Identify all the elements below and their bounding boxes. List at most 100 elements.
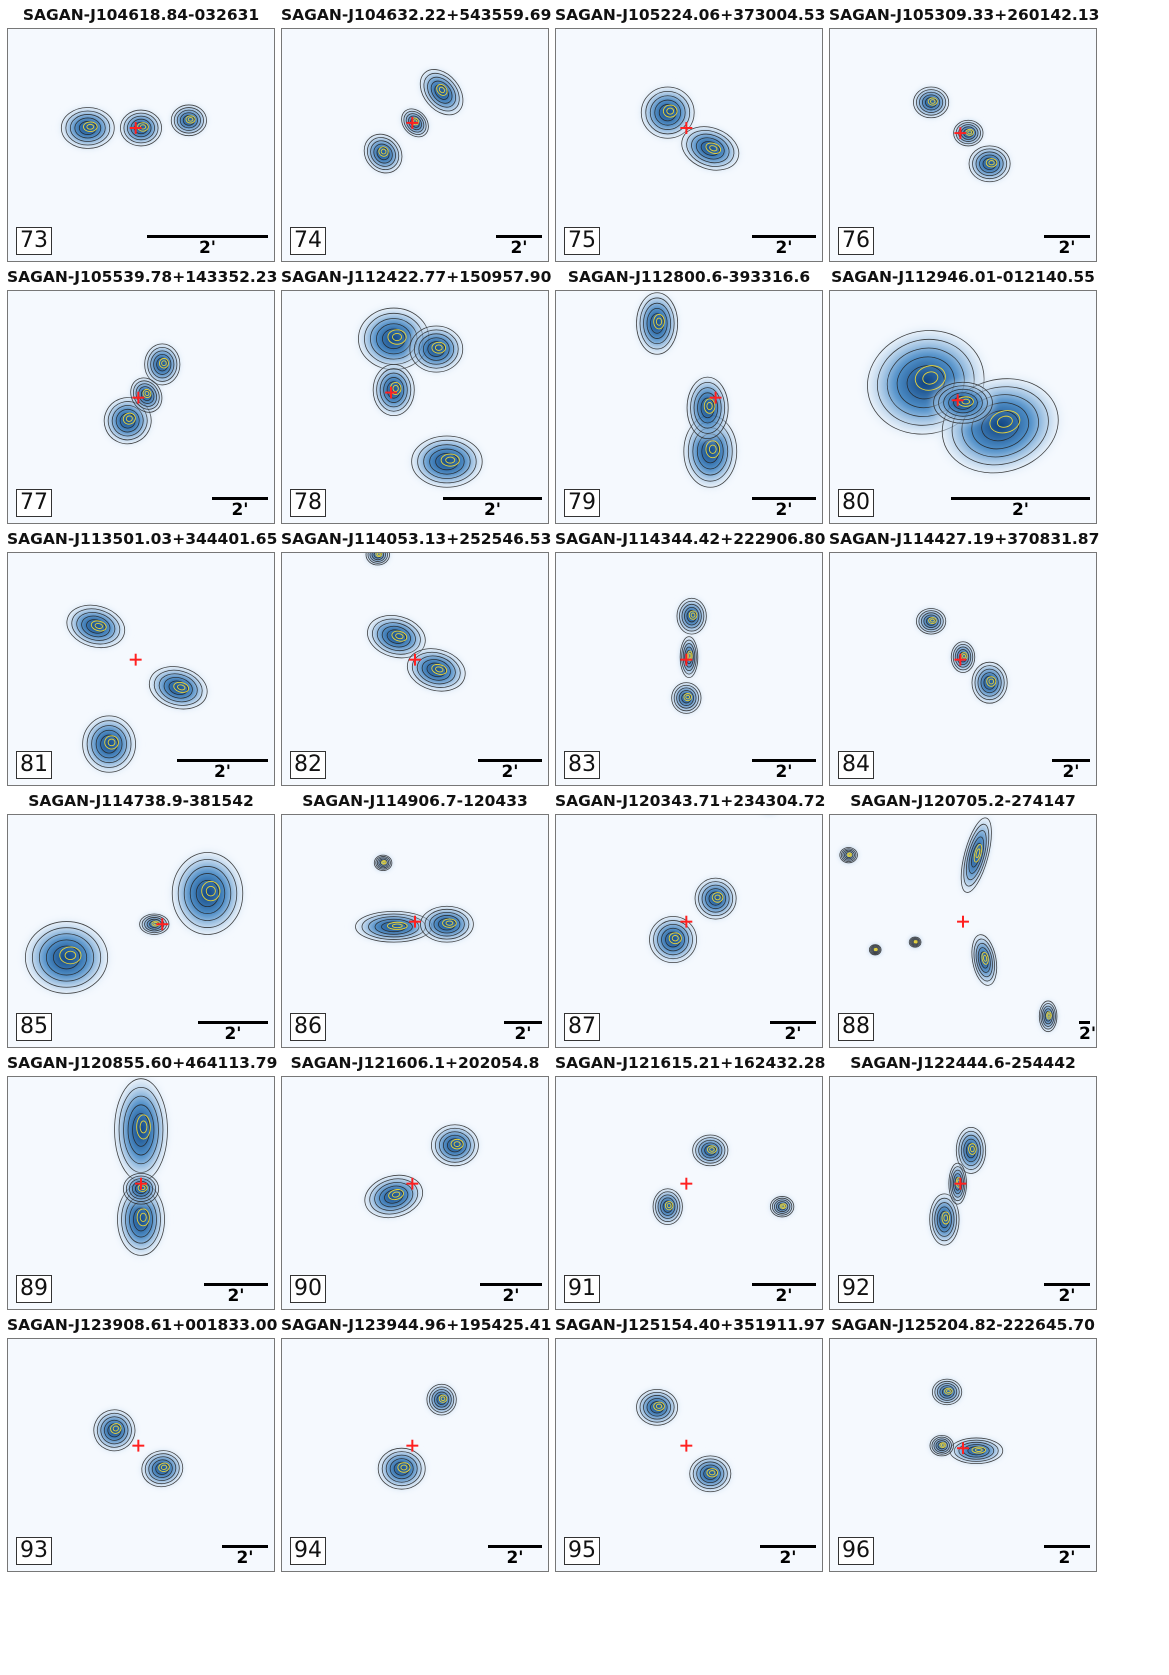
panel-title: SAGAN-J112800.6-393316.6	[567, 268, 811, 286]
emission-map	[636, 82, 744, 175]
emission-map	[927, 1123, 989, 1250]
scale-bar-line	[222, 1545, 268, 1548]
panel-number: 73	[16, 227, 52, 255]
scale-bar-line	[504, 1021, 542, 1024]
scale-bar: 2'	[212, 497, 268, 519]
emission-component	[958, 815, 995, 899]
emission-component	[965, 142, 1014, 185]
radio-image: 75 2'	[555, 28, 823, 262]
scale-bar-line	[147, 235, 268, 238]
red-cross-host-marker-icon	[954, 653, 967, 666]
red-cross-host-marker-icon	[680, 653, 693, 666]
cutout-panel-95: SAGAN-J125154.40+351911.97 95 2'	[555, 1314, 825, 1572]
scale-bar-line	[1044, 1283, 1090, 1286]
scale-bar-line	[443, 497, 542, 500]
scale-bar-label: 2'	[510, 238, 528, 258]
panel-number: 74	[290, 227, 326, 255]
radio-image: 81 2'	[7, 552, 275, 786]
cutout-panel-96: SAGAN-J125204.82-222645.70 96 2'	[829, 1314, 1097, 1572]
scale-bar: 2'	[488, 1545, 542, 1567]
emission-component	[689, 1132, 732, 1169]
red-cross-host-marker-icon	[954, 127, 967, 140]
scale-bar-label: 2'	[231, 500, 249, 520]
emission-component	[968, 658, 1011, 707]
radio-image: 79 2'	[555, 290, 823, 524]
scale-bar: 2'	[177, 759, 268, 781]
scale-bar-label: 2'	[1058, 1286, 1076, 1306]
emission-component	[676, 122, 744, 175]
scale-bar-label: 2'	[1011, 500, 1030, 520]
emission-component	[363, 553, 392, 567]
scale-bar-label: 2'	[1058, 238, 1076, 258]
emission-map	[838, 815, 1059, 1035]
radio-image: 89 2'	[7, 1076, 275, 1310]
emission-component	[369, 359, 418, 421]
panel-title: SAGAN-J112422.77+150957.90	[281, 268, 552, 286]
panel-number: 81	[16, 751, 52, 779]
scale-bar: 2'	[1044, 1545, 1090, 1567]
emission-map	[374, 1381, 459, 1493]
panel-title: SAGAN-J120705.2-274147	[850, 792, 1076, 810]
panel-number: 94	[290, 1537, 326, 1565]
emission-component	[424, 1381, 459, 1418]
radio-image: 82 2'	[281, 552, 549, 786]
scale-bar-line	[496, 235, 542, 238]
panel-title: SAGAN-J122444.6-254442	[850, 1054, 1076, 1072]
red-cross-host-marker-icon	[135, 1177, 147, 1190]
scale-bar-line	[752, 1283, 816, 1286]
red-cross-host-marker-icon	[132, 1439, 145, 1452]
emission-component	[141, 340, 184, 389]
emission-component	[908, 936, 923, 949]
emission-component	[910, 84, 952, 121]
cutout-panel-85: SAGAN-J114738.9-381542 85 2'	[7, 790, 275, 1048]
emission-component	[927, 1433, 956, 1458]
cutout-panel-76: SAGAN-J105309.33+260142.13 76 2'	[829, 4, 1099, 262]
red-cross-host-marker-icon	[156, 918, 169, 931]
scale-bar-line	[760, 1545, 816, 1548]
emission-component	[632, 291, 682, 360]
emission-component	[374, 1444, 430, 1493]
cutout-panel-84: SAGAN-J114427.19+370831.87 84 2'	[829, 528, 1099, 786]
cutout-panel-92: SAGAN-J122444.6-254442 92 2'	[829, 1052, 1097, 1310]
cutout-panel-91: SAGAN-J121615.21+162432.28 91 2'	[555, 1052, 826, 1310]
cutout-panel-81: SAGAN-J113501.03+344401.65 81 2'	[7, 528, 277, 786]
scale-bar-line	[951, 497, 1090, 500]
scale-bar-label: 2'	[775, 762, 793, 782]
panel-number: 96	[838, 1537, 874, 1565]
red-cross-host-marker-icon	[409, 915, 421, 928]
scale-bar-line	[488, 1545, 542, 1548]
radio-image: 92 2'	[829, 1076, 1097, 1310]
scale-bar: 2'	[147, 235, 268, 257]
panel-number: 91	[564, 1275, 600, 1303]
emission-component	[913, 606, 949, 637]
emission-component	[669, 679, 704, 717]
emission-component	[109, 1077, 173, 1191]
scale-bar-label: 2'	[224, 1024, 242, 1044]
emission-component	[969, 930, 999, 990]
scale-bar-label: 2'	[1062, 762, 1080, 782]
emission-map	[669, 595, 709, 717]
emission-component	[868, 943, 883, 956]
emission-map	[360, 65, 467, 177]
scale-bar-line	[1052, 759, 1090, 762]
radio-image: 86 2'	[281, 814, 549, 1048]
cutout-panel-75: SAGAN-J105224.06+373004.53 75 2'	[555, 4, 825, 262]
emission-map	[100, 340, 184, 448]
emission-component	[415, 903, 479, 946]
emission-map	[18, 845, 249, 1000]
cutout-panel-79: SAGAN-J112800.6-393316.6 79 2'	[555, 266, 823, 524]
emission-component	[138, 1447, 187, 1490]
scale-bar: 2'	[478, 759, 542, 781]
emission-component	[691, 874, 740, 923]
panel-number: 77	[16, 489, 52, 517]
panel-title: SAGAN-J121615.21+162432.28	[555, 1054, 826, 1072]
scale-bar-line	[478, 759, 542, 762]
red-cross-host-marker-icon	[954, 1177, 967, 1190]
red-cross-host-marker-icon	[406, 1439, 419, 1452]
emission-component	[56, 103, 119, 153]
red-cross-host-marker-icon	[129, 122, 142, 134]
panel-number: 75	[564, 227, 600, 255]
panel-number: 87	[564, 1013, 600, 1041]
radio-image: 77 2'	[7, 290, 275, 524]
emission-component	[18, 915, 115, 1000]
